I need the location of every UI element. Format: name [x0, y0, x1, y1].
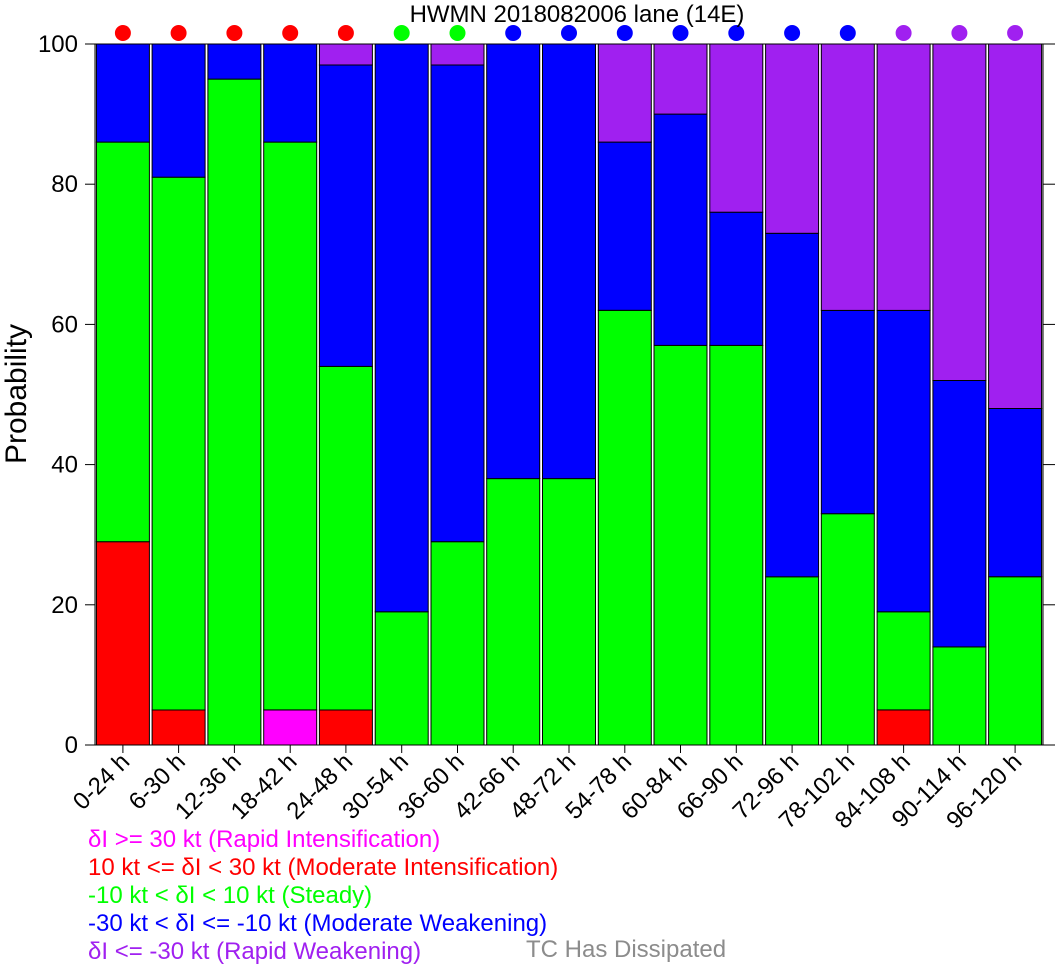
- bar-segment-rapid-weakening: [988, 43, 1043, 409]
- bar-segment-steady: [988, 576, 1043, 746]
- bar-segment-steady: [765, 576, 820, 746]
- bar-segment-moderate-intensification: [95, 541, 150, 746]
- bar-segment-moderate-weakening: [820, 309, 875, 515]
- bar-segment-steady: [486, 478, 541, 746]
- bar-segment-moderate-weakening: [95, 43, 150, 143]
- bar-segment-rapid-weakening: [430, 43, 485, 66]
- bar-segment-steady: [151, 176, 206, 711]
- bar-segment-rapid-weakening: [653, 43, 708, 115]
- forecast-category-marker: [505, 25, 522, 41]
- bar-segment-moderate-weakening: [318, 64, 373, 367]
- bar-segment-moderate-intensification: [876, 709, 931, 746]
- legend-item-rapid-intensification: δI >= 30 kt (Rapid Intensification): [88, 826, 441, 853]
- bar-segment-steady: [542, 478, 596, 746]
- y-tick-label: 80: [51, 171, 78, 198]
- legend-item-dissipated: TC Has Dissipated: [526, 936, 727, 963]
- bar-segment-rapid-weakening: [876, 43, 931, 311]
- forecast-category-marker: [561, 25, 577, 41]
- bar-segment-moderate-weakening: [932, 380, 987, 648]
- forecast-category-marker: [784, 25, 801, 41]
- bar-segment-steady: [95, 141, 150, 543]
- forecast-category-marker: [1007, 25, 1024, 41]
- legend: δI >= 30 kt (Rapid Intensification) 10 k…: [88, 826, 558, 966]
- forecast-category-marker: [114, 25, 131, 41]
- bar-segment-moderate-intensification: [318, 709, 373, 746]
- bar-segment-steady: [653, 344, 708, 746]
- bar-segment-moderate-weakening: [709, 211, 764, 346]
- y-tick-label: 20: [51, 592, 78, 619]
- bar-segment-steady: [597, 309, 652, 746]
- bar-segment-moderate-weakening: [151, 43, 206, 178]
- bar-segment-moderate-weakening: [207, 43, 262, 80]
- bar-segment-steady: [318, 366, 373, 711]
- y-tick-label: 0: [65, 732, 78, 759]
- bar-segment-steady: [430, 541, 485, 746]
- forecast-category-marker: [951, 25, 968, 41]
- forecast-category-marker: [226, 25, 243, 41]
- bar-segment-steady: [932, 646, 987, 746]
- legend-item-moderate-weakening: -30 kt < δI <= -10 kt (Moderate Weakenin…: [88, 910, 548, 937]
- forecast-category-marker: [895, 25, 912, 41]
- bar-segment-rapid-weakening: [765, 43, 820, 234]
- bar-segment-rapid-weakening: [318, 43, 373, 66]
- bar-segment-rapid-weakening: [597, 43, 652, 143]
- legend-item-moderate-intensification: 10 kt <= δI < 30 kt (Moderate Intensific…: [88, 854, 559, 881]
- bar-segment-steady: [709, 344, 764, 746]
- forecast-category-marker: [449, 25, 466, 41]
- bar-segment-steady: [876, 611, 931, 711]
- forecast-category-marker: [393, 25, 410, 41]
- bar-segment-moderate-weakening: [430, 64, 485, 543]
- y-axis-label: Probability: [0, 324, 33, 464]
- forecast-category-marker: [839, 25, 856, 41]
- bar-segment-moderate-weakening: [597, 141, 652, 311]
- forecast-category-marker: [282, 25, 299, 41]
- bar-segment-moderate-intensification: [151, 709, 206, 746]
- bar-segment-rapid-weakening: [820, 43, 875, 311]
- markers-layer: [114, 25, 1024, 41]
- bar-segment-moderate-weakening: [988, 408, 1043, 578]
- chart-title: HWMN 2018082006 lane (14E): [410, 1, 745, 28]
- bar-segment-steady: [263, 141, 318, 711]
- bar-segment-rapid-intensification: [263, 709, 318, 746]
- forecast-category-marker: [337, 25, 354, 41]
- y-tick-label: 60: [51, 311, 78, 338]
- bar-segment-moderate-weakening: [653, 113, 708, 346]
- bar-segment-moderate-weakening: [765, 232, 820, 578]
- legend-item-rapid-weakening: δI <= -30 kt (Rapid Weakening): [88, 938, 422, 965]
- bar-segment-moderate-weakening: [374, 43, 429, 613]
- forecast-category-marker: [170, 25, 187, 41]
- forecast-category-marker: [616, 25, 633, 41]
- bar-segment-steady: [207, 78, 262, 746]
- bar-segment-steady: [820, 513, 875, 746]
- y-tick-label: 40: [51, 452, 78, 479]
- bars-layer: [95, 43, 1043, 746]
- bar-segment-moderate-weakening: [876, 309, 931, 613]
- forecast-category-marker: [728, 25, 745, 41]
- legend-item-steady: -10 kt < δI < 10 kt (Steady): [88, 882, 373, 909]
- y-tick-label: 100: [38, 31, 78, 58]
- x-tick-label: 0-24 h: [68, 748, 135, 815]
- bar-segment-moderate-weakening: [542, 43, 596, 480]
- bar-segment-moderate-weakening: [486, 43, 541, 480]
- bar-segment-moderate-weakening: [263, 43, 318, 143]
- bar-segment-rapid-weakening: [932, 43, 987, 381]
- forecast-category-marker: [672, 25, 689, 41]
- bar-segment-steady: [374, 611, 429, 746]
- bar-segment-rapid-weakening: [709, 43, 764, 213]
